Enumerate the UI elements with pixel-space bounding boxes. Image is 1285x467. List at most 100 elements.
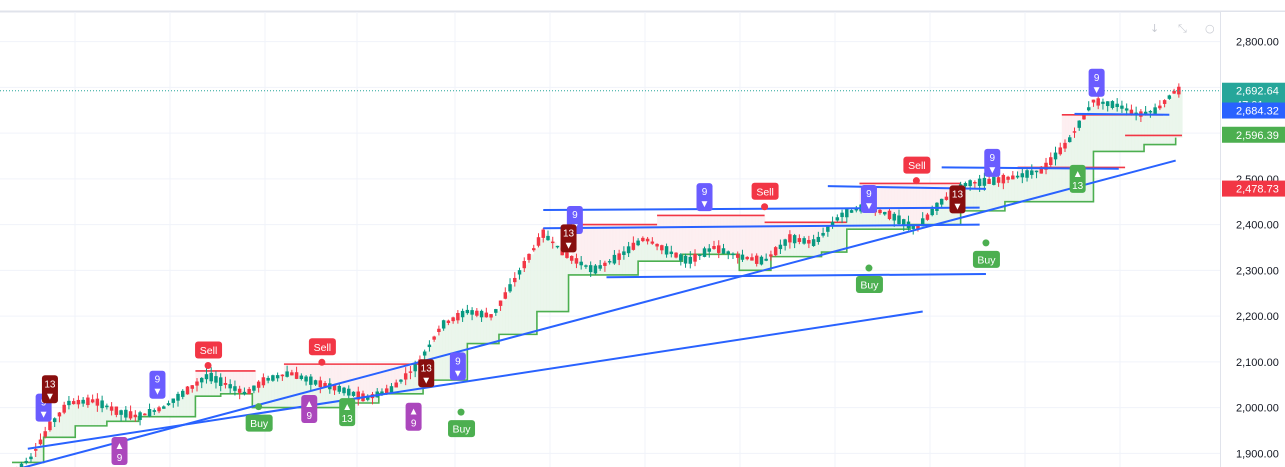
support-fill [581,263,585,275]
resistance-fill [764,222,769,262]
support-fill [843,214,848,253]
support-fill [780,246,785,257]
candle-body [788,234,792,243]
support-fill [650,241,655,262]
candle-body [195,381,199,386]
resistance-fill [312,364,317,382]
candle-body [52,418,57,423]
resistance-fill [1068,114,1072,143]
candle-body [237,388,242,393]
trend-shading [27,90,1183,463]
candle-body [1101,101,1105,104]
candle-body [394,382,398,388]
resistance-fill [198,370,203,383]
resistance-fill [682,215,687,259]
support-fill [1042,169,1047,202]
candle-body [95,398,100,406]
resistance-fill [666,215,671,251]
candle-body [522,261,527,269]
candle-body [792,235,797,244]
resistance-fill [881,183,886,213]
support-fill [1115,105,1120,152]
support-fill [837,218,842,253]
sell-signal: Sell [195,341,223,369]
resistance-fill [938,183,943,206]
candle-body [57,412,62,417]
support-fill [34,452,38,463]
support-fill [1049,162,1053,202]
support-fill [103,405,108,426]
settings-icon[interactable]: ○ [1205,22,1215,35]
candle-body [731,253,735,256]
support-fill [578,261,582,275]
resistance-fill [290,364,295,374]
support-fill [410,372,415,394]
support-fill [764,261,769,271]
candle-body [384,388,389,394]
candle-body [1006,176,1010,180]
candle-body [403,373,408,380]
candle-body [1086,107,1091,111]
support-fill [970,183,974,211]
arrow-down-icon[interactable]: ↓ [1150,22,1160,35]
price-tag-green-label: 2,596.39 [1236,130,1279,142]
resistance-fill [805,222,810,242]
candle-body [992,176,996,185]
support-fill [894,217,899,230]
candle-body [901,219,906,226]
support-fill [261,382,266,408]
resistance-fill [325,364,329,385]
candle-body [935,202,939,211]
support-fill [944,199,949,225]
support-fill [451,320,456,381]
resistance-fill [388,364,393,391]
support-fill [113,409,117,422]
support-fill [1106,103,1110,152]
y-axis-tick-label: 1,900.00 [1236,448,1279,460]
support-fill [555,245,560,312]
support-fill [1093,101,1098,152]
candle-body [114,406,119,415]
resistance-fill [710,215,715,250]
candle-body [76,399,81,405]
support-fill [1121,107,1126,152]
resistance-fill [922,183,927,223]
resistance-fill [887,183,892,215]
support-fill [217,380,222,397]
candle-body [598,265,602,269]
price-tag-blue-label: 2,684.32 [1236,106,1279,118]
support-fill [812,242,816,257]
resistance-fill [347,364,351,392]
count-marker-label: 9 [572,210,578,221]
support-fill [268,379,272,408]
candle-body [513,277,517,283]
candle-body [1053,152,1058,160]
support-fill [476,313,481,344]
candle-body [1034,170,1039,173]
resistance-fill [929,183,933,216]
support-fill [846,213,851,230]
resistance-fill [720,215,725,250]
support-fill [1011,177,1016,202]
candle-body [802,238,806,244]
candle-body [152,410,157,412]
resistance-fill [818,222,823,240]
collapse-icon[interactable]: ⤡ [1178,22,1187,35]
support-fill [938,205,943,225]
support-fill [815,242,819,257]
triangle-up-icon: ▲ [342,402,352,413]
support-fill [663,248,668,262]
count-marker-label: 9 [455,356,461,367]
candle-body [688,256,693,264]
candle-body [408,371,413,373]
y-axis-tick-label: 2,300.00 [1236,265,1279,277]
resistance-fill [638,224,642,243]
support-fill [935,208,940,225]
resistance-fill [302,364,307,378]
count-marker-label: 9 [155,375,161,386]
support-fill [527,259,532,335]
price-tag-red [1222,180,1285,197]
price-tag-green [1222,126,1285,143]
